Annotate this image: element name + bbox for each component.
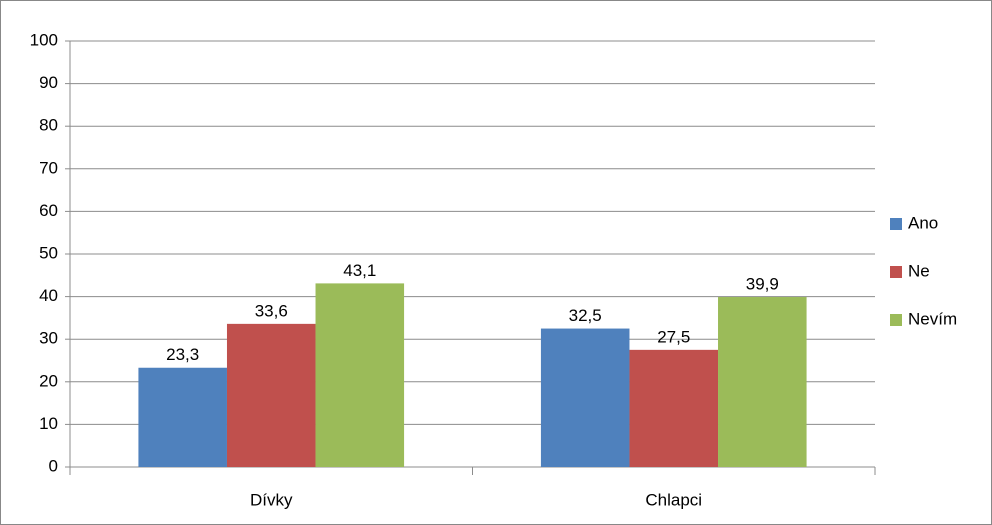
- y-tick-label: 40: [39, 286, 58, 305]
- y-tick-label: 0: [49, 456, 58, 475]
- data-label: 39,9: [746, 275, 779, 294]
- legend-label: Ne: [908, 261, 930, 280]
- data-label: 23,3: [166, 345, 199, 364]
- legend-swatch: [890, 218, 902, 230]
- bar: [226, 323, 316, 467]
- y-tick-label: 60: [39, 201, 58, 220]
- data-label: 32,5: [569, 306, 602, 325]
- bar: [718, 297, 807, 467]
- y-tick-label: 70: [39, 158, 58, 177]
- x-tick-label: Chlapci: [645, 490, 702, 509]
- legend-label: Ano: [908, 213, 938, 232]
- bar: [540, 328, 630, 467]
- y-tick-label: 10: [39, 414, 58, 433]
- y-tick-label: 100: [30, 30, 58, 49]
- bar: [138, 367, 227, 467]
- data-label: 43,1: [343, 261, 376, 280]
- legend-swatch: [890, 266, 902, 278]
- x-tick-label: Dívky: [250, 490, 293, 509]
- y-tick-label: 80: [39, 116, 58, 135]
- y-tick-label: 50: [39, 243, 58, 262]
- y-tick-label: 90: [39, 73, 58, 92]
- legend-label: Nevím: [908, 309, 957, 328]
- data-label: 33,6: [255, 301, 288, 320]
- bar: [315, 283, 405, 467]
- bar: [629, 349, 719, 467]
- legend-swatch: [890, 314, 902, 326]
- data-label: 27,5: [657, 327, 690, 346]
- y-tick-label: 20: [39, 371, 58, 390]
- y-tick-label: 30: [39, 329, 58, 348]
